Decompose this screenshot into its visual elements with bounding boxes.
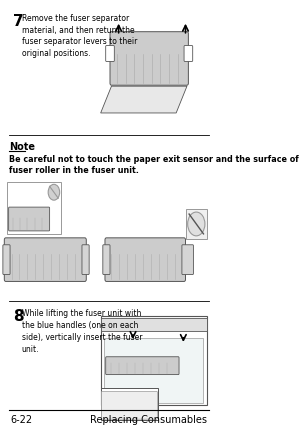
Text: Remove the fuser separator
material, and then return the
fuser separator levers : Remove the fuser separator material, and…	[22, 14, 137, 58]
FancyBboxPatch shape	[184, 46, 193, 62]
Text: 7: 7	[13, 14, 24, 29]
Text: Replacing Consumables: Replacing Consumables	[90, 414, 207, 424]
FancyBboxPatch shape	[4, 238, 86, 282]
FancyBboxPatch shape	[106, 357, 179, 375]
FancyBboxPatch shape	[3, 245, 10, 275]
FancyBboxPatch shape	[7, 183, 61, 234]
Text: 6-22: 6-22	[10, 414, 32, 424]
FancyBboxPatch shape	[104, 338, 203, 403]
FancyBboxPatch shape	[101, 391, 158, 419]
Text: 8: 8	[13, 308, 24, 323]
Text: While lifting the fuser unit with
the blue handles (one on each
side), verticall: While lifting the fuser unit with the bl…	[22, 308, 142, 353]
Polygon shape	[101, 87, 187, 114]
FancyBboxPatch shape	[182, 245, 194, 275]
FancyBboxPatch shape	[110, 33, 188, 86]
FancyBboxPatch shape	[103, 245, 110, 275]
FancyBboxPatch shape	[101, 317, 207, 406]
FancyBboxPatch shape	[105, 238, 185, 282]
Text: Note: Note	[9, 141, 34, 151]
FancyBboxPatch shape	[101, 389, 158, 420]
Polygon shape	[101, 318, 207, 331]
FancyBboxPatch shape	[82, 245, 89, 275]
FancyBboxPatch shape	[106, 46, 114, 62]
Circle shape	[48, 185, 60, 201]
FancyBboxPatch shape	[9, 207, 50, 231]
Text: Be careful not to touch the paper exit sensor and the surface of the
fuser rolle: Be careful not to touch the paper exit s…	[9, 154, 300, 175]
FancyBboxPatch shape	[185, 210, 207, 239]
Circle shape	[188, 213, 205, 236]
